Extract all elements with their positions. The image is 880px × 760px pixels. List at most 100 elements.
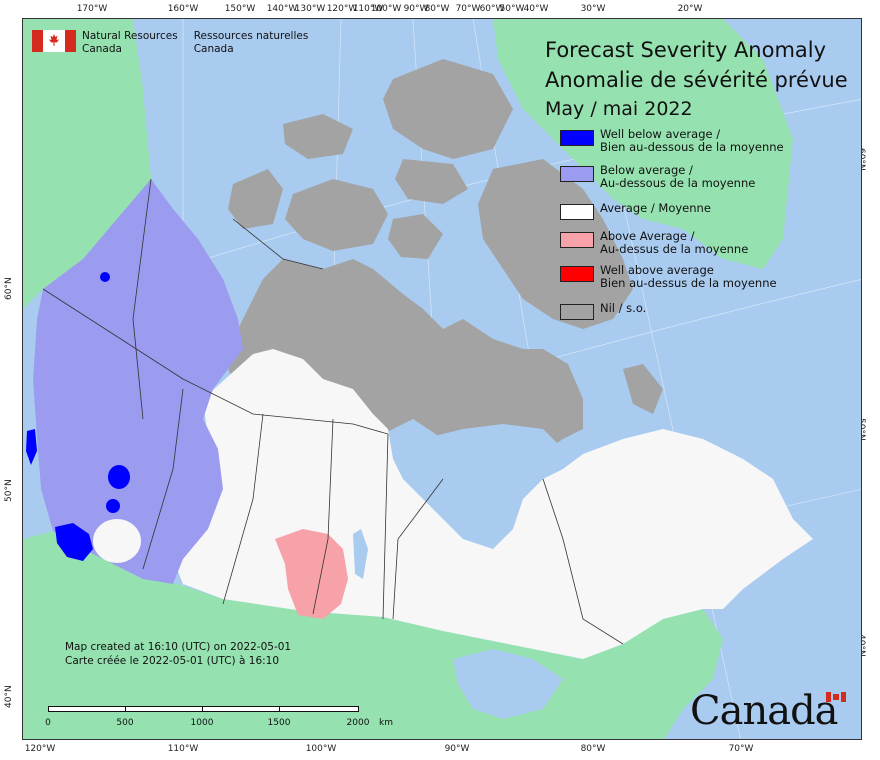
credit-line-fr: Carte créée le 2022-05-01 (UTC) à 16:10 bbox=[65, 655, 280, 667]
nil-ellesmere bbox=[383, 59, 513, 159]
nil-labrador-tip bbox=[623, 364, 663, 414]
tick-label: 60°N bbox=[4, 277, 14, 300]
nil-north-islands bbox=[283, 114, 353, 159]
tick-label: 30°W bbox=[580, 4, 606, 14]
department-signature: Natural Resources Canada Ressources natu… bbox=[32, 30, 324, 56]
legend-item-above: Above Average / Au-dessus de la moyenne bbox=[560, 230, 748, 256]
map-canvas[interactable] bbox=[22, 18, 862, 740]
boundary-line bbox=[232, 218, 324, 270]
boundary-line bbox=[542, 478, 624, 645]
above-average-prairie bbox=[275, 529, 348, 619]
legend-label: Well above average bbox=[600, 263, 714, 277]
tick-label: 100°W bbox=[370, 4, 402, 14]
nil-southampton bbox=[513, 369, 578, 414]
legend-label: Nil / s.o. bbox=[600, 301, 647, 315]
tick-label: 150°W bbox=[224, 4, 256, 14]
average-spot bbox=[93, 519, 141, 563]
tick-label: 100°W bbox=[305, 744, 337, 754]
nil-baffin-island bbox=[478, 159, 633, 329]
well-below-spot bbox=[100, 272, 110, 282]
tick-label: 120°W bbox=[326, 4, 358, 14]
legend-label: Bien au-dessous de la moyenne bbox=[600, 140, 784, 154]
map-date: May / mai 2022 bbox=[545, 98, 693, 120]
legend-swatch bbox=[560, 130, 594, 146]
legend-label: Au-dessous de la moyenne bbox=[600, 176, 756, 190]
boundary-line bbox=[382, 433, 389, 620]
legend-item-well-below: Well below average / Bien au-dessous de l… bbox=[560, 128, 784, 154]
tick-label: 70°W bbox=[455, 4, 481, 14]
tick-label: 40°N bbox=[4, 685, 14, 708]
legend-swatch bbox=[560, 266, 594, 282]
nil-victoria-island bbox=[285, 179, 388, 251]
map-title-en: Forecast Severity Anomaly bbox=[545, 38, 827, 62]
tick-label: 170°W bbox=[76, 4, 108, 14]
scale-label: 1000 bbox=[190, 718, 214, 728]
alaska-land bbox=[23, 19, 151, 309]
tick-label: 40°W bbox=[523, 4, 549, 14]
legend-label: Au-dessus de la moyenne bbox=[600, 242, 749, 256]
well-below-spot bbox=[108, 465, 130, 489]
legend-label: Below average / bbox=[600, 163, 693, 177]
legend-item-below: Below average / Au-dessous de la moyenne bbox=[560, 164, 755, 190]
department-line: Natural Resources bbox=[82, 30, 178, 42]
department-name-en: Natural Resources Canada bbox=[82, 30, 178, 56]
canada-flag-icon bbox=[32, 30, 76, 52]
scale-unit: km bbox=[379, 718, 393, 728]
tick-label: 80°W bbox=[580, 744, 606, 754]
scale-segment bbox=[48, 706, 126, 712]
tick-label: 130°W bbox=[294, 4, 326, 14]
boundary-line bbox=[142, 388, 184, 570]
scale-segment bbox=[202, 706, 280, 712]
admin-boundaries bbox=[42, 178, 624, 645]
tick-label: 160°W bbox=[167, 4, 199, 14]
tick-label: 120°W bbox=[24, 744, 56, 754]
canada-wordmark: Canada bbox=[690, 688, 839, 734]
map-svg bbox=[23, 19, 861, 739]
legend-swatch bbox=[560, 166, 594, 182]
greenland-land bbox=[493, 19, 793, 269]
tick-label: 60°W bbox=[479, 4, 505, 14]
tick-label: 20°W bbox=[677, 4, 703, 14]
legend-swatch bbox=[560, 204, 594, 220]
boundary-line bbox=[392, 478, 444, 620]
boundary-line bbox=[222, 413, 264, 605]
department-line: Ressources naturelles bbox=[193, 30, 309, 42]
department-line: Canada bbox=[82, 43, 122, 55]
tick-label: 70°W bbox=[728, 744, 754, 754]
wordmark-flag-icon bbox=[826, 692, 846, 702]
well-below-spot bbox=[106, 499, 120, 513]
tick-label: 110°W bbox=[167, 744, 199, 754]
nil-somerset bbox=[388, 214, 443, 259]
nil-devon-island bbox=[395, 159, 468, 204]
department-name-fr: Ressources naturelles Canada bbox=[194, 30, 309, 56]
tick-label: 110°W bbox=[352, 4, 384, 14]
tick-label: 50°N bbox=[4, 479, 14, 502]
boundary-line bbox=[132, 178, 152, 420]
legend-label: Above Average / bbox=[600, 229, 695, 243]
legend-item-well-above: Well above average Bien au-dessus de la m… bbox=[560, 264, 777, 290]
boundary-line bbox=[312, 418, 334, 615]
scale-segment bbox=[125, 706, 203, 712]
legend-label: Well below average / bbox=[600, 127, 721, 141]
scale-label: 500 bbox=[116, 718, 134, 728]
scale-label: 0 bbox=[45, 718, 51, 728]
tick-label: 80°W bbox=[424, 4, 450, 14]
legend-swatch bbox=[560, 232, 594, 248]
map-title-fr: Anomalie de sévérité prévue bbox=[545, 68, 848, 92]
legend-item-average: Average / Moyenne bbox=[560, 202, 711, 220]
tick-label: 50°W bbox=[499, 4, 525, 14]
legend-item-nil: Nil / s.o. bbox=[560, 302, 646, 320]
tick-label: 140°W bbox=[266, 4, 298, 14]
hudson-bay bbox=[393, 424, 563, 549]
legend-swatch bbox=[560, 304, 594, 320]
map-credit: Map created at 16:10 (UTC) on 2022-05-01… bbox=[65, 640, 291, 668]
below-average-west bbox=[33, 179, 243, 584]
well-below-haida bbox=[26, 429, 37, 465]
tick-label: 90°W bbox=[403, 4, 429, 14]
scale-label: 2000 bbox=[346, 718, 370, 728]
legend-label: Bien au-dessus de la moyenne bbox=[600, 276, 777, 290]
scale-segment bbox=[279, 706, 359, 712]
tick-label: 90°W bbox=[444, 744, 470, 754]
nil-banks-island bbox=[228, 169, 283, 229]
